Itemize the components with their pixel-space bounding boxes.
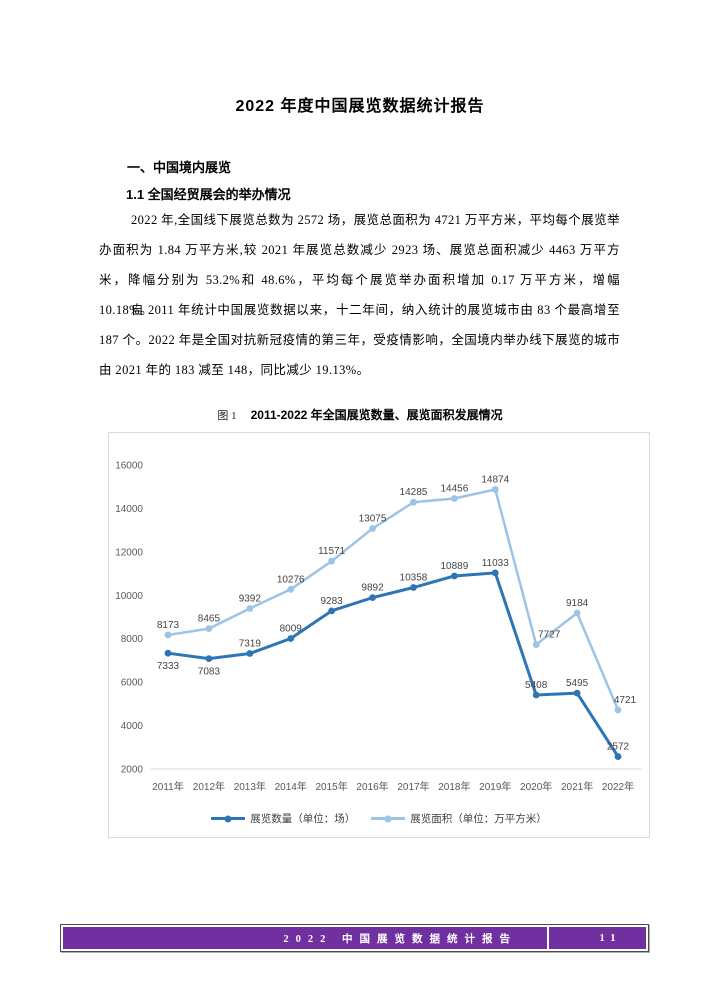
x-tick-label: 2020年 [520,780,552,793]
exhibition-trend-chart-svg: 2000 4000 6000 8000 10000 12000 14000 16000 2011… [115,461,641,793]
footer-divider [547,927,549,949]
x-tick-label: 2012年 [193,780,225,793]
data-label: 14285 [400,487,428,498]
data-label: 9392 [239,593,262,604]
data-point [369,525,376,532]
data-label: 8465 [198,614,221,625]
x-tick-label: 2018年 [438,780,470,793]
legend-item: 展览面积（单位：万平方米） [371,811,547,826]
data-point [410,498,417,506]
data-point [246,650,254,657]
y-tick-label: 6000 [121,678,144,689]
subsection-heading-national-trade-fairs: 1.1 全国经贸展会的举办情况 [126,187,291,202]
data-point [328,557,336,565]
legend-item: 展览数量（单位：场） [211,811,355,826]
data-label: 11033 [482,558,510,569]
data-point [450,495,458,502]
series-line [166,488,620,712]
data-label: 13075 [359,514,387,525]
y-tick-label: 8000 [121,634,144,645]
footer-bar: 2022 中国展览数据统计报告 11 [63,927,646,949]
data-point [410,584,417,591]
figure-caption-number: 图 1 [217,410,237,422]
y-tick-label: 2000 [121,765,144,776]
data-point [491,569,499,577]
data-label: 4721 [614,695,637,706]
data-point [328,607,336,615]
data-point [205,655,213,663]
y-tick-label: 4000 [121,721,144,732]
footer-report-title: 2022 中国展览数据统计报告 [283,933,517,945]
data-label: 5408 [525,680,548,691]
x-tick-label: 2013年 [234,780,266,793]
data-label: 14874 [481,474,509,485]
data-label: 7319 [239,639,262,650]
data-label: 8173 [157,620,180,631]
paragraph-2022-overview: 2022 年,全国线下展览总数为 2572 场，展览总面积为 4721 万平方米… [99,213,620,317]
data-label: 9184 [566,598,589,609]
y-tick-label: 12000 [115,547,143,558]
data-label: 9283 [321,596,344,607]
data-label: 10358 [400,573,428,584]
data-point [573,689,581,697]
figure-caption: 图 1 2011-2022 年全国展览数量、展览面积发展情况 [100,406,620,424]
section-heading-domestic-exhibitions: 一、中国境内展览 [127,160,232,175]
chart-legend: 展览数量（单位：场） 展览面积（单位：万平方米） [109,811,649,826]
data-point [369,594,376,602]
data-point [614,753,622,760]
y-tick-label: 10000 [115,591,143,602]
x-tick-label: 2017年 [397,780,429,793]
x-tick-label: 2014年 [275,780,307,793]
data-point [205,625,213,633]
exhibition-trend-chart: 2000 4000 6000 8000 10000 12000 14000 16000 2011… [108,432,650,838]
data-label: 9892 [361,583,384,594]
x-tick-label: 2011年 [152,780,184,793]
data-point [164,649,172,657]
x-tick-label: 2022年 [602,780,634,793]
figure-caption-title: 2011-2022 年全国展览数量、展览面积发展情况 [250,408,503,422]
legend-label: 展览面积（单位：万平方米） [410,814,547,825]
y-tick-label: 14000 [115,504,143,515]
data-point [614,706,622,714]
data-label: 7083 [198,667,221,678]
legend-label: 展览数量（单位：场） [250,814,356,825]
page-footer: 2022 中国展览数据统计报告 11 [60,924,649,952]
data-label: 10889 [440,561,468,572]
data-point [287,585,295,593]
x-tick-label: 2016年 [356,780,388,793]
data-label: 2572 [607,742,630,753]
x-tick-label: 2021年 [561,780,593,793]
x-tick-label: 2015年 [316,780,348,793]
page-title: 2022 年度中国展览数据统计报告 [235,98,485,115]
data-label: 7727 [538,630,561,641]
legend-line-marker-icon [371,815,406,822]
data-point [246,605,254,612]
data-point [164,631,172,639]
data-label: 7333 [157,661,180,672]
footer-page-number: 11 [599,932,622,944]
data-label: 11571 [318,546,346,557]
footer-title-cell: 2022 中国展览数据统计报告 [63,927,547,949]
data-label: 10276 [277,574,305,585]
data-point [573,609,581,617]
data-point [532,641,540,649]
data-label: 8009 [280,624,303,635]
data-point [491,486,499,493]
x-tick-label: 2019年 [479,780,511,793]
paragraph-city-statistics: 自 2011 年统计中国展览数据以来，十二年间，纳入统计的展览城市由 83 个最… [99,303,620,377]
y-tick-label: 16000 [115,461,143,472]
footer-page-number-cell: 11 [549,927,646,949]
series-line [166,571,620,759]
data-point [287,635,295,642]
data-label: 14456 [440,484,468,495]
data-point [450,572,458,580]
data-label: 5495 [566,678,589,689]
legend-line-marker-icon [211,815,246,822]
data-point [532,691,540,699]
